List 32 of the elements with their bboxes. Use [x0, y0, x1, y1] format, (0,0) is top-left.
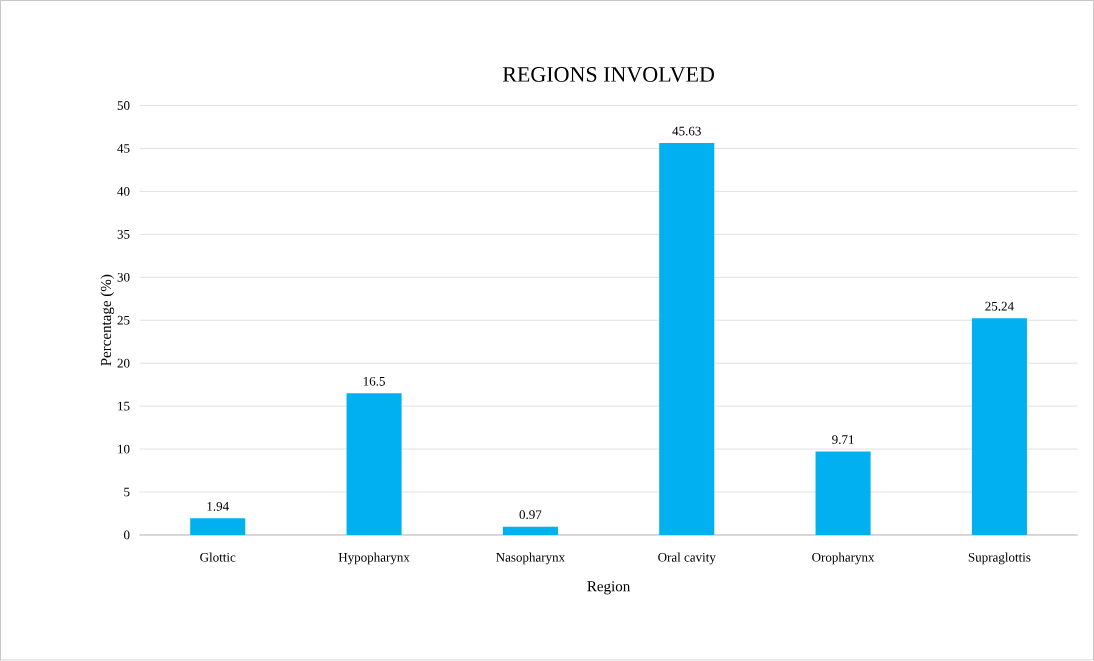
bar: [346, 393, 402, 536]
x-tick-label: Glottic: [200, 552, 236, 562]
x-tick-label: Supraglottis: [968, 552, 1031, 565]
x-tick-label: Oral cavity: [658, 552, 716, 565]
y-tick-label: 30: [117, 273, 130, 282]
bar: [659, 143, 715, 536]
y-tick-label: 5: [124, 487, 130, 497]
data-label: 1.94: [207, 502, 229, 512]
x-tick-label: Oropharynx: [812, 552, 875, 565]
bar: [815, 451, 871, 536]
y-tick-label: 10: [118, 444, 130, 454]
y-tick-label: 45: [117, 144, 130, 154]
x-tick-label: Nasopharynx: [496, 552, 565, 565]
y-tick-label: 40: [117, 187, 130, 197]
y-axis-title: Percentage (%): [100, 275, 115, 367]
data-label: 16.5: [363, 377, 385, 386]
data-label: 0.97: [519, 510, 542, 520]
x-axis-title: Region: [587, 581, 631, 595]
y-tick-label: 0: [124, 530, 130, 540]
data-label: 25.24: [985, 302, 1014, 311]
chart-title: REGIONS INVOLVED: [502, 67, 715, 83]
bar: [502, 526, 558, 536]
bar: [971, 318, 1027, 536]
y-tick-label: 20: [117, 359, 130, 368]
y-tick-label: 50: [117, 101, 130, 111]
x-tick-label: Hypopharynx: [338, 552, 410, 565]
data-label: 9.71: [832, 435, 854, 445]
y-tick-label: 35: [117, 230, 130, 239]
y-tick-label: 25: [117, 316, 130, 325]
data-label: 45.63: [672, 126, 701, 136]
y-tick-label: 15: [118, 402, 130, 411]
bar: [190, 518, 246, 536]
